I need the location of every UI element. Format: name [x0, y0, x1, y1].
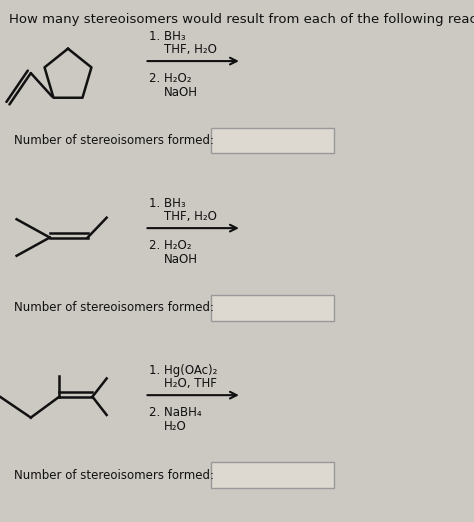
Text: THF, H₂O: THF, H₂O [164, 210, 217, 223]
Text: Number of stereoisomers formed:: Number of stereoisomers formed: [14, 469, 214, 481]
Text: 2. NaBH₄: 2. NaBH₄ [149, 406, 202, 419]
Text: 2. H₂O₂: 2. H₂O₂ [149, 239, 192, 252]
Text: THF, H₂O: THF, H₂O [164, 43, 217, 56]
Text: 2. H₂O₂: 2. H₂O₂ [149, 72, 192, 85]
Text: 1. Hg(OAc)₂: 1. Hg(OAc)₂ [149, 364, 218, 377]
Text: 1. BH₃: 1. BH₃ [149, 30, 186, 43]
Text: H₂O, THF: H₂O, THF [164, 377, 217, 390]
Bar [211, 462, 334, 488]
Text: How many stereoisomers would result from each of the following reactions?: How many stereoisomers would result from… [9, 13, 474, 26]
Text: NaOH: NaOH [164, 86, 198, 99]
Bar [211, 295, 334, 321]
Text: 1. BH₃: 1. BH₃ [149, 197, 186, 210]
Text: Number of stereoisomers formed:: Number of stereoisomers formed: [14, 302, 214, 314]
Text: NaOH: NaOH [164, 253, 198, 266]
Text: Number of stereoisomers formed:: Number of stereoisomers formed: [14, 135, 214, 147]
Text: H₂O: H₂O [164, 420, 186, 433]
Bar [211, 128, 334, 153]
